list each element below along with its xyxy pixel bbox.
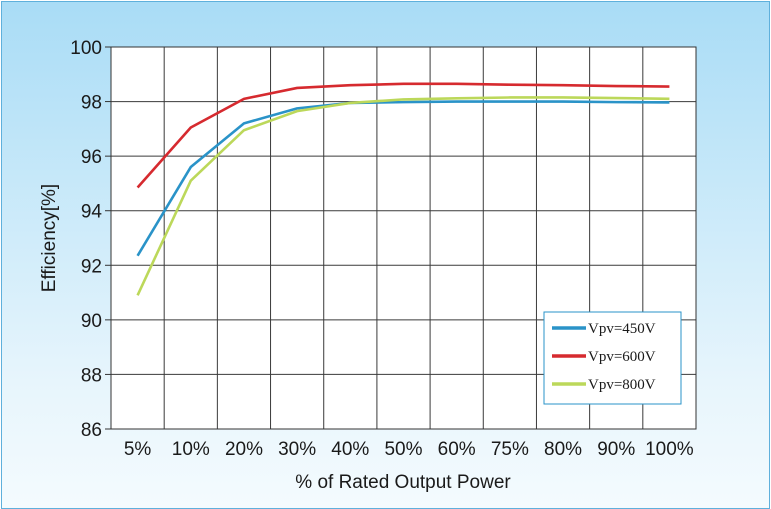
y-tick-label: 88 xyxy=(81,365,102,386)
x-tick-label: 40% xyxy=(331,439,369,460)
legend: Vpv=450V Vpv=600V Vpv=800V xyxy=(543,311,682,405)
series-line-2 xyxy=(136,96,670,296)
x-tick-label: 30% xyxy=(278,439,316,460)
y-axis-label: Efficiency[%] xyxy=(39,184,60,292)
series-line-0 xyxy=(136,100,670,257)
x-tick-labels: 5% 10% 20% 30% 40% 50% 60% 75% 80% 90% 100% xyxy=(124,439,694,460)
y-tick-label: 96 xyxy=(81,147,102,168)
x-tick-label: 75% xyxy=(491,439,529,460)
legend-label-1: Vpv=600V xyxy=(588,349,656,365)
y-tick-label: 86 xyxy=(81,420,102,441)
y-tick-labels: 86 88 90 92 94 96 98 100 xyxy=(70,38,111,441)
x-tick-label: 5% xyxy=(124,439,152,460)
legend-box xyxy=(543,311,682,405)
x-tick-label: 50% xyxy=(384,439,422,460)
legend-label-2: Vpv=800V xyxy=(588,377,656,393)
x-axis-label: % of Rated Output Power xyxy=(295,472,511,493)
x-tick-label: 10% xyxy=(172,439,210,460)
y-tick-label: 92 xyxy=(81,256,102,277)
series-layer xyxy=(136,82,670,296)
x-tick-label: 20% xyxy=(225,439,263,460)
legend-label-0: Vpv=450V xyxy=(588,321,656,337)
y-tick-label: 94 xyxy=(81,202,103,223)
x-tick-label: 100% xyxy=(645,439,694,460)
y-tick-label: 90 xyxy=(81,311,102,332)
y-tick-label: 100 xyxy=(70,38,102,59)
y-tick-label: 98 xyxy=(81,93,102,114)
x-tick-label: 90% xyxy=(597,439,635,460)
x-tick-label: 60% xyxy=(438,439,476,460)
series-line-1 xyxy=(136,82,670,189)
x-tick-label: 80% xyxy=(544,439,582,460)
plot-border xyxy=(110,46,697,430)
